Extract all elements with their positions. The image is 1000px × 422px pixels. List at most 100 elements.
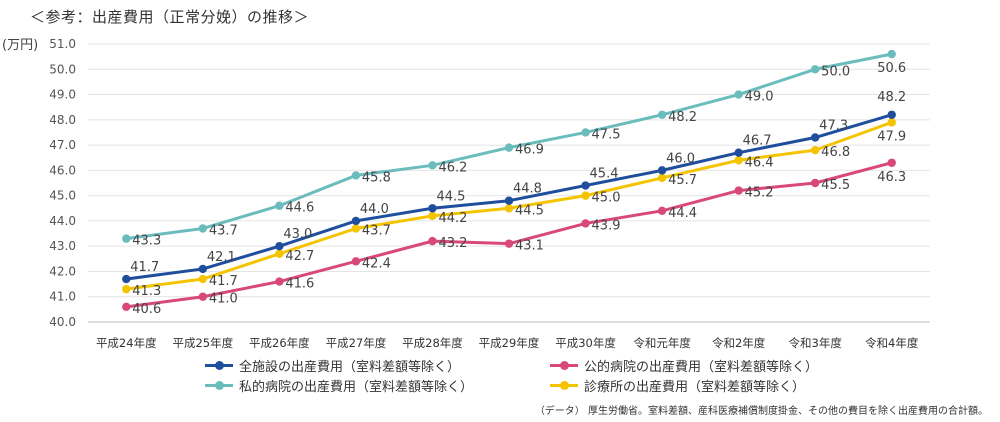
y-tick-label: 41.0: [49, 290, 76, 304]
data-point: [810, 145, 820, 155]
legend-label-clinic: 診療所の出産費用（室料差額等除く）: [584, 380, 806, 395]
data-label: 50.6: [877, 61, 906, 76]
data-point: [581, 181, 590, 190]
data-label: 44.4: [668, 206, 697, 221]
data-label: 46.4: [745, 155, 774, 170]
data-point: [275, 249, 284, 258]
data-label: 44.6: [285, 201, 314, 216]
legend-marker: [215, 381, 224, 390]
data-label: 41.7: [130, 260, 159, 275]
data-point: [275, 277, 284, 286]
data-source-note: （データ） 厚生労働省。室料差額、産科医療補償制度掛金、その他の費目を除く出産費…: [534, 406, 988, 417]
x-tick-label: 令和2年度: [712, 336, 766, 350]
data-label: 44.5: [515, 203, 544, 218]
legend-marker: [560, 361, 569, 370]
data-label: 41.6: [285, 277, 314, 292]
data-point: [122, 302, 131, 312]
data-label: 45.7: [668, 173, 697, 188]
data-label: 40.6: [132, 302, 161, 317]
x-tick-label: 平成28年度: [402, 336, 463, 350]
x-tick-label: 平成26年度: [249, 336, 310, 350]
line-chart: 40.0 41.0 42.0 43.0 44.0 45.0 46.0 47.0 48.0 49.0…: [49, 37, 930, 350]
data-point: [351, 224, 361, 233]
data-label: 42.7: [285, 249, 314, 264]
data-point: [351, 216, 361, 226]
data-point: [198, 292, 208, 301]
data-point: [198, 224, 208, 233]
x-tick-label: 令和3年度: [789, 336, 843, 350]
data-label: 43.9: [592, 218, 621, 233]
data-label: 43.2: [438, 236, 467, 251]
y-tick-label: 48.0: [49, 113, 76, 127]
data-point: [581, 128, 590, 137]
data-point: [810, 65, 820, 74]
data-label: 43.7: [209, 223, 238, 238]
data-point: [581, 191, 590, 200]
data-point: [810, 133, 820, 142]
data-point: [351, 171, 361, 180]
data-point: [887, 49, 896, 59]
data-point: [581, 219, 590, 228]
data-point: [657, 166, 667, 175]
y-tick-label: 46.0: [49, 163, 76, 177]
data-point: [198, 274, 208, 284]
legend-marker: [560, 381, 569, 390]
data-point: [198, 264, 208, 274]
y-tick-label: 51.0: [49, 37, 76, 51]
data-point: [734, 156, 743, 165]
y-tick-label: 50.0: [49, 62, 76, 76]
data-label: 45.4: [590, 167, 619, 182]
data-point: [657, 173, 667, 183]
data-label: 46.2: [438, 160, 467, 175]
data-label: 43.7: [362, 223, 391, 238]
legend-label-private-hospital: 私的病院の出産費用（室料差額等除く）: [239, 380, 474, 395]
x-tick-label: 平成30年度: [555, 336, 616, 350]
data-point: [734, 148, 743, 157]
data-label: 45.5: [821, 178, 850, 193]
data-point: [887, 110, 896, 119]
x-tick-label: 令和元年度: [633, 336, 691, 350]
data-label: 49.0: [745, 90, 774, 105]
legend-label-all-facilities: 全施設の出産費用（室料差額等除く）: [239, 360, 461, 375]
data-label: 46.8: [821, 145, 850, 160]
data-point: [887, 158, 896, 167]
data-point: [122, 274, 131, 284]
data-label: 43.3: [132, 234, 161, 249]
data-label: 44.2: [438, 211, 467, 226]
data-point: [428, 161, 437, 170]
y-tick-label: 42.0: [49, 264, 76, 278]
data-label: 41.0: [209, 292, 238, 307]
data-point: [657, 110, 667, 119]
data-label: 46.0: [666, 151, 695, 166]
y-axis-unit-label: (万円): [2, 38, 39, 53]
data-point: [504, 239, 514, 248]
data-label: 45.8: [362, 170, 391, 185]
data-point: [504, 143, 514, 152]
legend-label-public-hospital: 公的病院の出産費用（室料差額等除く）: [584, 360, 819, 375]
data-point: [504, 204, 514, 213]
data-point: [351, 257, 361, 266]
data-point: [734, 186, 743, 195]
data-label: 42.4: [362, 256, 391, 271]
data-label: 48.2: [877, 90, 906, 105]
data-label: 46.7: [743, 134, 772, 149]
data-label: 48.2: [668, 110, 697, 125]
y-tick-label: 45.0: [49, 189, 76, 203]
data-label: 44.0: [360, 202, 389, 217]
y-tick-label: 40.0: [49, 315, 76, 329]
data-point: [122, 234, 131, 243]
data-label: 43.1: [515, 239, 544, 254]
legend-marker: [215, 361, 224, 370]
y-tick-label: 43.0: [49, 239, 76, 253]
data-point: [428, 236, 437, 246]
y-tick-label: 49.0: [49, 88, 76, 102]
x-tick-label: 平成29年度: [479, 336, 540, 350]
data-label: 44.8: [513, 182, 542, 197]
data-point: [657, 206, 667, 215]
data-label: 45.2: [745, 186, 774, 201]
data-label: 43.0: [283, 227, 312, 242]
series-line: [126, 161, 893, 309]
chart-title: ＜参考：出産費用（正常分娩）の推移＞: [30, 8, 310, 26]
data-label: 47.3: [819, 119, 848, 134]
data-label: 46.3: [877, 170, 906, 185]
